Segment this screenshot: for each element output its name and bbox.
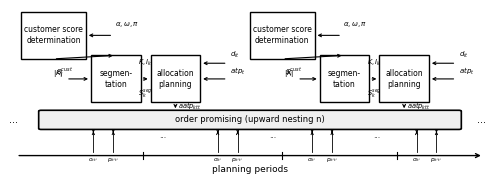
FancyBboxPatch shape bbox=[250, 12, 314, 59]
Text: $o_{lt'}$: $o_{lt'}$ bbox=[412, 156, 422, 164]
Text: $|K|$: $|K|$ bbox=[53, 68, 64, 79]
Text: segmen-
tation: segmen- tation bbox=[328, 69, 361, 89]
Text: $K, I_k$: $K, I_k$ bbox=[367, 58, 382, 68]
Text: $d_{it}$: $d_{it}$ bbox=[230, 50, 240, 60]
Text: $S_k^{seg}$: $S_k^{seg}$ bbox=[367, 88, 382, 100]
Text: $aatp_{ktt}$: $aatp_{ktt}$ bbox=[178, 101, 202, 112]
FancyBboxPatch shape bbox=[22, 12, 86, 59]
Text: $o_{tt'}$: $o_{tt'}$ bbox=[88, 156, 99, 164]
Text: $S_i^{cust}$: $S_i^{cust}$ bbox=[285, 65, 302, 78]
FancyBboxPatch shape bbox=[380, 55, 429, 102]
Text: segmen-
tation: segmen- tation bbox=[99, 69, 132, 89]
Text: $o_{lt'}$: $o_{lt'}$ bbox=[308, 156, 317, 164]
Text: ...: ... bbox=[269, 131, 276, 140]
Text: $p_{lt't'}$: $p_{lt't'}$ bbox=[326, 156, 338, 164]
Text: $atp_t$: $atp_t$ bbox=[459, 66, 474, 77]
Text: ...: ... bbox=[160, 131, 166, 140]
Text: $S_k^{seg}$: $S_k^{seg}$ bbox=[138, 88, 153, 100]
Text: planning periods: planning periods bbox=[212, 165, 288, 174]
Text: $\alpha, \omega, \pi$: $\alpha, \omega, \pi$ bbox=[115, 20, 138, 29]
FancyBboxPatch shape bbox=[320, 55, 370, 102]
FancyBboxPatch shape bbox=[91, 55, 140, 102]
Text: $p_{lt't'}$: $p_{lt't'}$ bbox=[107, 156, 120, 164]
Text: $d_{it}$: $d_{it}$ bbox=[459, 50, 468, 60]
Text: allocation
planning: allocation planning bbox=[386, 69, 423, 89]
Text: $p_{lt't'}$: $p_{lt't'}$ bbox=[430, 156, 442, 164]
Text: $S_i^{cust}$: $S_i^{cust}$ bbox=[56, 65, 74, 78]
FancyBboxPatch shape bbox=[150, 55, 200, 102]
Text: $o_{lt'}$: $o_{lt'}$ bbox=[213, 156, 222, 164]
Text: $\alpha, \omega, \pi$: $\alpha, \omega, \pi$ bbox=[344, 20, 367, 29]
Text: ...: ... bbox=[10, 115, 18, 125]
Text: customer score
determination: customer score determination bbox=[24, 25, 83, 45]
Text: $K, I_k$: $K, I_k$ bbox=[138, 58, 153, 68]
Text: order promising (upward nesting n): order promising (upward nesting n) bbox=[175, 115, 325, 124]
Text: $atp_t$: $atp_t$ bbox=[230, 66, 246, 77]
Text: ...: ... bbox=[476, 115, 486, 125]
Text: $|K|$: $|K|$ bbox=[284, 68, 295, 79]
Text: $aatp_{ktt}$: $aatp_{ktt}$ bbox=[406, 101, 430, 112]
Text: ...: ... bbox=[373, 131, 380, 140]
FancyBboxPatch shape bbox=[38, 110, 462, 129]
Text: $p_{lt't'}$: $p_{lt't'}$ bbox=[232, 156, 243, 164]
Text: customer score
determination: customer score determination bbox=[253, 25, 312, 45]
Text: allocation
planning: allocation planning bbox=[156, 69, 194, 89]
